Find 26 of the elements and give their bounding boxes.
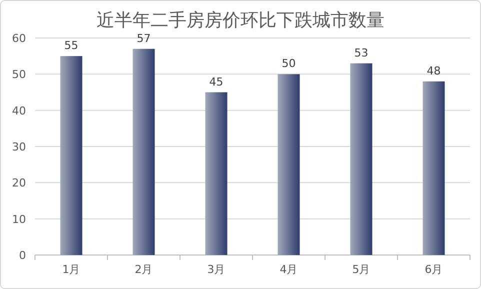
y-tick-label: 40: [12, 104, 26, 118]
bar: [132, 48, 155, 255]
data-label: 57: [136, 32, 151, 45]
x-tick-label: 6月: [424, 263, 443, 276]
bar: [422, 81, 445, 255]
y-tick-label: 50: [12, 68, 26, 82]
y-tick-label: 10: [12, 212, 26, 226]
x-tick-label: 5月: [352, 263, 370, 276]
chart-title: 近半年二手房房价环比下跌城市数量: [96, 10, 384, 31]
x-tick-label: 1月: [62, 263, 80, 276]
data-label: 55: [64, 39, 78, 52]
y-tick-label: 0: [19, 249, 26, 262]
x-tick-label: 3月: [207, 263, 226, 276]
y-tick-label: 60: [12, 32, 26, 45]
data-label: 48: [426, 64, 441, 78]
data-label: 50: [282, 57, 296, 70]
bar: [278, 74, 300, 255]
data-label: 45: [209, 75, 224, 88]
data-label: 53: [354, 46, 368, 60]
x-tick-label: 2月: [134, 263, 153, 276]
bar: [60, 56, 82, 255]
bar: [350, 63, 372, 255]
x-tick-label: 4月: [280, 263, 298, 276]
y-tick-label: 20: [12, 176, 26, 190]
bar: [205, 92, 228, 255]
y-tick-label: 30: [12, 140, 26, 154]
